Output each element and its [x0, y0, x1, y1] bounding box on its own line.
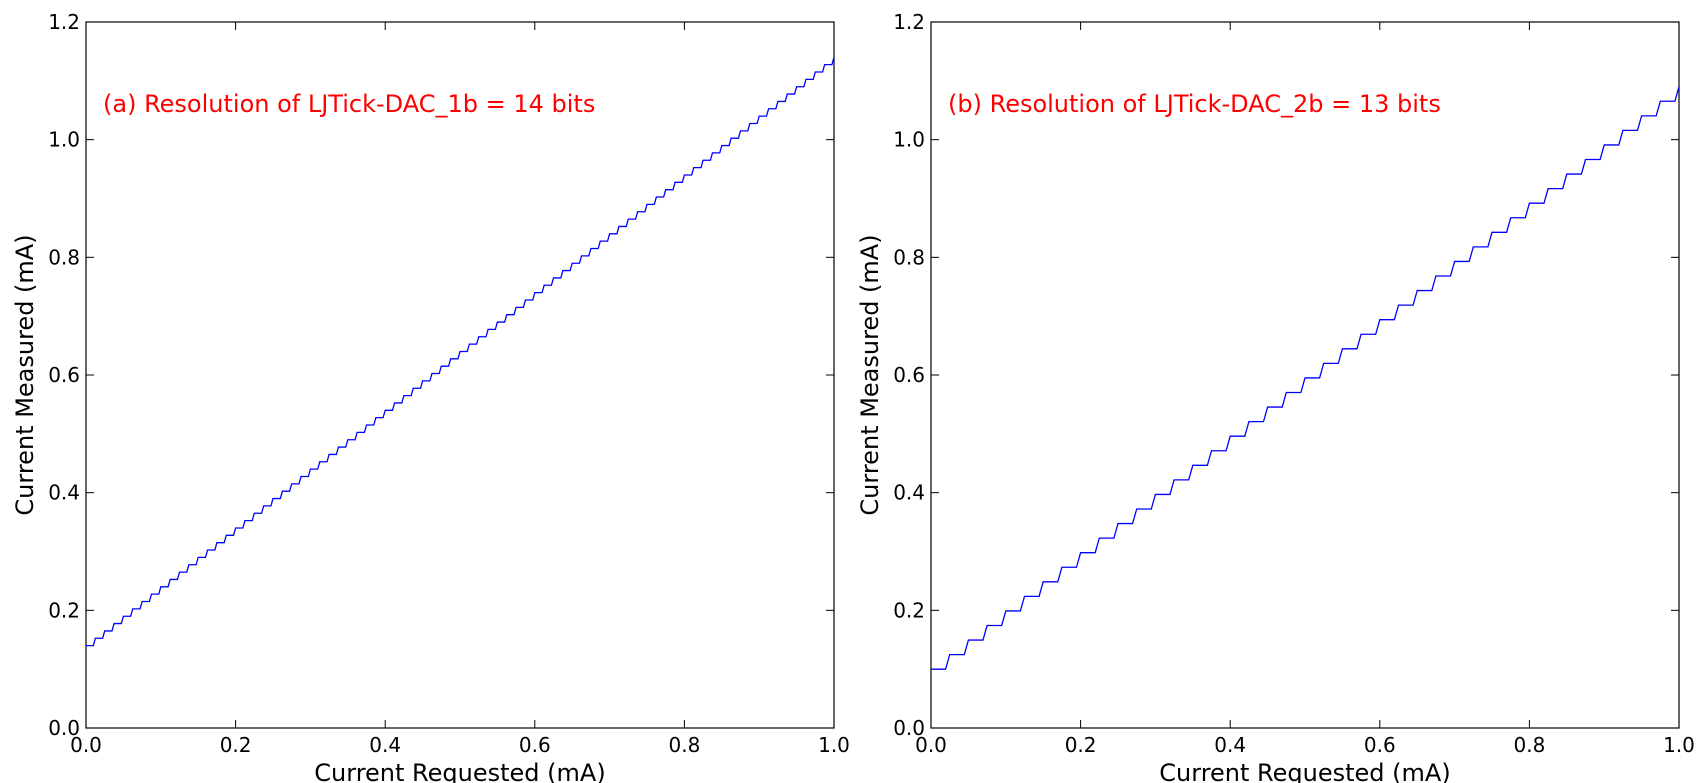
y-axis-ticks: 0.0 0.2 0.4 0.6 0.8 1.0 1.2 [893, 10, 1679, 740]
x-tick-label: 0.0 [915, 733, 947, 757]
plot-area-frame [930, 21, 1680, 729]
x-tick-label: 1.0 [1663, 733, 1695, 757]
series-group [931, 86, 1680, 670]
x-axis-label: Current Requested (mA) [1159, 759, 1450, 783]
x-tick-label: 0.4 [1214, 733, 1246, 757]
y-axis-ticks: 0.0 0.2 0.4 0.6 0.8 1.0 1.2 [48, 10, 834, 740]
x-tick-label: 0.8 [1513, 733, 1545, 757]
y-tick-label: 1.0 [48, 128, 80, 152]
chart-panel-b: 0.0 0.2 0.4 0.6 0.8 1.0 0.0 0.2 0.4 0.6 0.8 1.0 1.2… [856, 10, 1695, 783]
y-axis-label: Current Measured (mA) [856, 234, 884, 515]
x-tick-label: 0.6 [519, 733, 551, 757]
series-line-0 [931, 86, 1680, 670]
series-line-0 [86, 57, 835, 647]
y-tick-label: 0.6 [48, 363, 80, 387]
resolution-annotation: (a) Resolution of LJTick-DAC_1b = 14 bit… [103, 90, 595, 118]
x-axis-label: Current Requested (mA) [314, 759, 605, 783]
chart-panel-a: 0.0 0.2 0.4 0.6 0.8 1.0 0.0 0.2 0.4 0.6 0.8 1.0 1.2… [11, 10, 850, 783]
x-tick-label: 0.2 [1065, 733, 1097, 757]
y-tick-label: 0.8 [48, 245, 80, 269]
y-tick-label: 1.2 [48, 10, 80, 34]
x-axis-ticks: 0.0 0.2 0.4 0.6 0.8 1.0 [915, 22, 1695, 757]
y-tick-label: 1.0 [893, 128, 925, 152]
y-tick-label: 0.4 [893, 481, 925, 505]
y-tick-label: 0.0 [893, 716, 925, 740]
y-tick-label: 0.6 [893, 363, 925, 387]
y-tick-label: 0.2 [48, 598, 80, 622]
x-tick-label: 0.4 [369, 733, 401, 757]
resolution-annotation: (b) Resolution of LJTick-DAC_2b = 13 bit… [948, 90, 1441, 118]
y-axis-label: Current Measured (mA) [11, 234, 39, 515]
y-tick-label: 1.2 [893, 10, 925, 34]
y-tick-label: 0.2 [893, 598, 925, 622]
y-tick-label: 0.0 [48, 716, 80, 740]
x-axis-ticks: 0.0 0.2 0.4 0.6 0.8 1.0 [70, 22, 850, 757]
y-tick-label: 0.4 [48, 481, 80, 505]
series-group [86, 57, 835, 647]
x-tick-label: 0.6 [1364, 733, 1396, 757]
plot-area-frame [85, 21, 835, 729]
x-tick-label: 0.8 [668, 733, 700, 757]
x-tick-label: 0.2 [220, 733, 252, 757]
y-tick-label: 0.8 [893, 245, 925, 269]
x-tick-label: 0.0 [70, 733, 102, 757]
x-tick-label: 1.0 [818, 733, 850, 757]
